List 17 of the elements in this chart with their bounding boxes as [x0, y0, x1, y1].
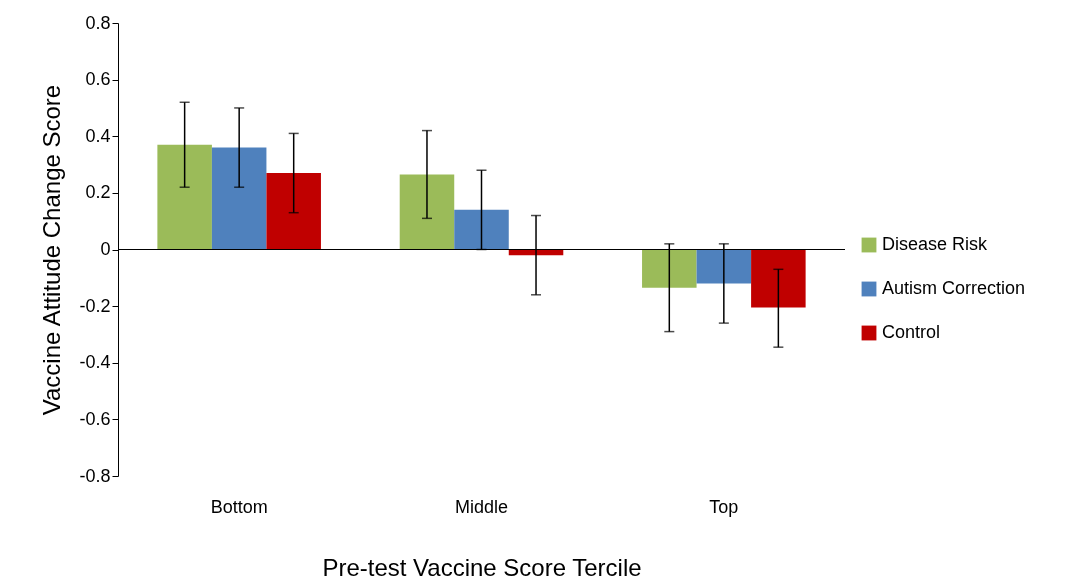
x-tick-label: Middle	[454, 496, 509, 517]
x-tick-label: Top	[709, 496, 739, 517]
y-tick-label: -0.4	[79, 352, 111, 373]
legend-label: Control	[882, 322, 941, 342]
y-tick-label: 0	[100, 239, 111, 259]
legend-label: Disease Risk	[882, 234, 989, 254]
y-tick-label: 0.6	[85, 69, 111, 90]
y-tick-label: -0.2	[79, 295, 111, 316]
legend-label: Autism Correction	[882, 278, 1026, 298]
x-tick-label: Bottom	[210, 496, 268, 517]
y-tick-label: 0.4	[85, 125, 111, 146]
y-tick-label: -0.6	[79, 408, 111, 429]
y-tick-label: 0.2	[85, 182, 111, 203]
y-tick-label: 0.8	[85, 12, 111, 33]
x-axis-title: Pre-test Vaccine Score Tercile	[322, 553, 642, 581]
y-tick-label: -0.8	[79, 465, 111, 486]
y-axis-title: Vaccine Attitude Change Score	[38, 84, 66, 416]
